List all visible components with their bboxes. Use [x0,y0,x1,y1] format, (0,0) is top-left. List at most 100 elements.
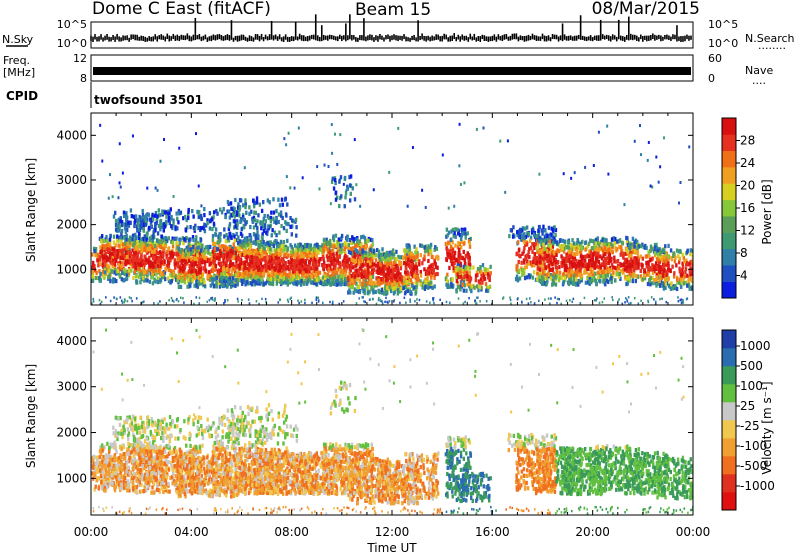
heat-cell [221,272,225,278]
heat-cell [515,251,519,256]
heat-cell [395,264,398,270]
heat-cell [591,255,595,260]
heat-cell [98,261,102,266]
heat-cell [572,251,575,256]
heat-cell [575,259,578,264]
heat-cell [555,252,558,257]
heat-cell [116,250,119,256]
heat-cell [582,254,585,260]
heat-cell [468,266,472,271]
heat-cell [234,270,237,275]
heat-cell [459,269,462,275]
heat-cell [281,268,284,273]
heat-cell [236,265,239,270]
heat-cell [136,252,140,257]
heat-cell [287,266,290,271]
heat-cell [554,227,558,233]
heat-cell [372,285,375,290]
heat-cell [538,262,541,268]
heat-cell [533,259,537,264]
heat-cell [203,263,207,269]
heat-cell [134,259,137,264]
heat-cell [209,277,213,282]
heat-cell [545,248,549,253]
heat-cell [275,277,279,283]
heat-cell [204,255,207,260]
heat-cell [520,233,523,238]
heat-cell [228,276,232,281]
heat-cell [186,247,190,253]
heat-cell [171,244,175,249]
heat-cell [109,268,112,273]
heat-cell [518,276,522,281]
heat-cell [100,239,103,244]
heat-cell [296,251,299,256]
heat-cell [364,283,367,288]
heat-cell [414,250,417,255]
heat-cell [336,282,340,287]
heat-cell [401,280,404,285]
heat-cell [163,238,166,243]
heat-cell [303,242,307,248]
heat-cell [159,271,163,276]
heat-cell [362,263,365,268]
heat-cell [487,285,490,290]
heat-cell [195,257,199,262]
heat-cell [430,269,434,274]
heat-cell [257,278,260,284]
heat-cell [540,252,543,257]
heat-cell [539,236,543,241]
heat-cell [193,272,197,277]
heat-cell [521,226,525,231]
heat-cell [483,269,487,274]
heat-cell [575,241,579,246]
heat-cell [479,277,483,282]
heat-cell [256,271,260,276]
heat-cell [446,272,449,277]
heat-cell [349,246,353,252]
heat-cell [246,250,249,255]
heat-cell [127,238,131,243]
heat-cell [315,259,318,264]
heat-cell [353,287,357,292]
heat-cell [191,249,195,254]
heat-cell [278,275,282,280]
heat-cell [298,269,301,274]
heat-cell [522,249,525,254]
heat-cell [193,274,197,280]
heat-cell [300,244,304,249]
heat-cell [366,253,369,258]
heat-cell [128,254,132,259]
heat-cell [234,237,238,243]
heat-cell [225,253,229,258]
heat-cell [124,268,127,273]
heat-cell [192,237,195,243]
heat-cell [276,270,280,276]
heat-cell [217,242,221,248]
heat-cell [193,283,196,288]
heat-cell [353,244,357,249]
heat-cell [570,248,574,254]
heat-cell [310,280,314,285]
heat-cell [468,271,472,276]
heat-cell [186,252,190,257]
heat-cell [581,239,584,244]
heat-cell [231,250,234,255]
heat-cell [404,248,407,253]
heat-cell [512,225,515,230]
heat-cell [331,277,334,283]
heat-cell [108,241,112,247]
heat-cell [103,239,106,244]
heat-cell [349,283,353,288]
heat-cell [464,277,467,282]
heat-cell [362,278,366,283]
heat-cell [239,242,242,248]
heat-cell [291,247,295,252]
heat-cell [372,267,376,272]
heat-cell [263,255,267,261]
heat-cell [254,241,258,246]
heat-cell [114,258,118,263]
heat-cell [332,237,336,242]
heat-cell [251,248,254,253]
